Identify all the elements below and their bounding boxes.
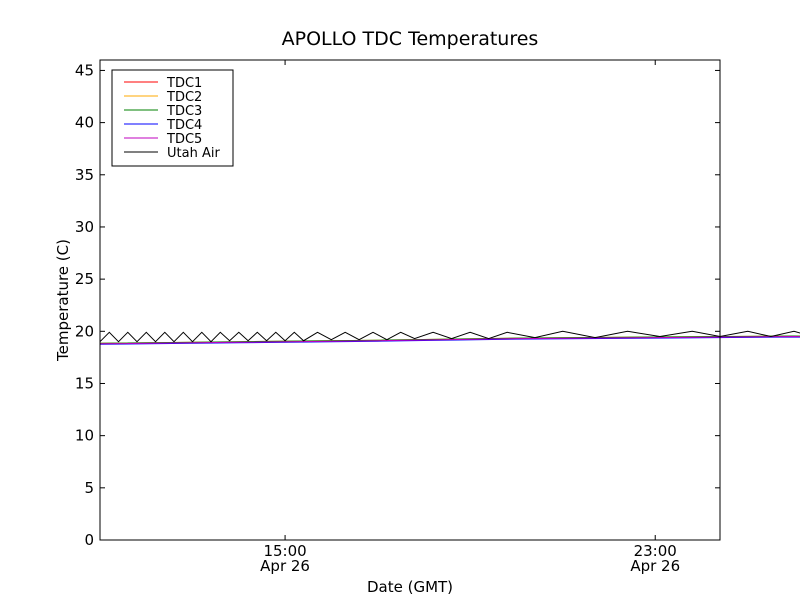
legend-label-utah-air: Utah Air [167,146,220,161]
legend-label-tdc3: TDC3 [166,104,202,119]
y-axis-label: Temperature (C) [54,239,72,362]
series-layer [99,330,800,345]
y-tick-label: 40 [75,114,94,132]
y-tick-label: 10 [75,427,94,445]
series-line-tdc5 [99,335,800,345]
x-tick-label-date: Apr 26 [260,557,310,575]
y-tick-label: 25 [75,270,94,288]
legend-label-tdc2: TDC2 [166,90,202,105]
x-tick-label-time: 15:00 [263,542,306,560]
y-tick-label: 15 [75,374,94,392]
y-tick-label: 45 [75,61,94,79]
chart-title: APOLLO TDC Temperatures [282,28,539,50]
legend-label-tdc5: TDC5 [166,132,202,147]
y-tick-label: 5 [84,479,94,497]
series-line-utah-air [99,330,800,343]
legend-label-tdc1: TDC1 [166,76,202,91]
y-tick-label: 0 [84,531,94,549]
x-tick-label-time: 23:00 [634,542,677,560]
plot-frame [99,59,721,541]
legend-box [111,69,234,167]
legend-label-tdc4: TDC4 [166,118,202,133]
x-tick-label-date: Apr 26 [630,557,680,575]
y-tick-label: 35 [75,166,94,184]
y-tick-label: 30 [75,218,94,236]
y-tick-label: 20 [75,322,94,340]
x-axis-label: Date (GMT) [367,578,453,596]
